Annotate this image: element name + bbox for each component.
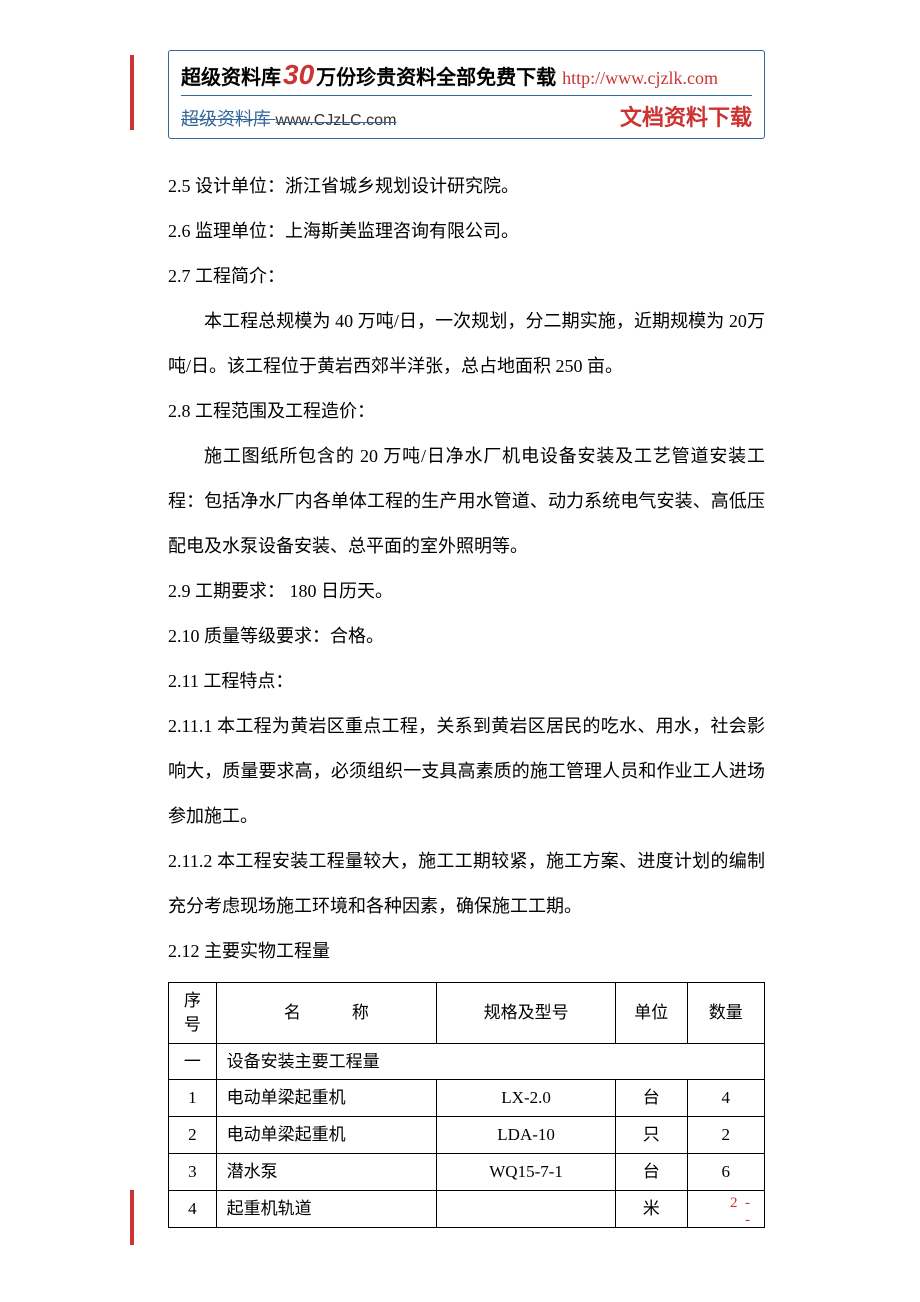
sub-brand: 超级资料库 xyxy=(181,109,271,129)
table-header-row: 序号 名 称 规格及型号 单位 数量 xyxy=(169,983,765,1044)
cell-qty: 6 xyxy=(687,1153,765,1190)
header-link[interactable]: http://www.cjzlk.com xyxy=(562,68,718,89)
sub-url[interactable]: www.CJzLC.com xyxy=(276,112,397,129)
table-section-row: 一 设备安装主要工程量 xyxy=(169,1043,765,1080)
cell-qty xyxy=(687,1190,765,1227)
cell-unit: 只 xyxy=(615,1117,687,1154)
para-2-8-body: 施工图纸所包含的 20 万吨/日净水厂机电设备安装及工艺管道安装工程：包括净水厂… xyxy=(168,434,765,569)
header-line-1: 超级资料库 30 万份珍贵资料全部免费下载 http://www.cjzlk.c… xyxy=(181,59,752,96)
cell-seq: 3 xyxy=(169,1153,217,1190)
cell-name: 潜水泵 xyxy=(216,1153,437,1190)
para-2-11-2: 2.11.2 本工程安装工程量较大，施工工期较紧，施工方案、进度计划的编制充分考… xyxy=(168,839,765,929)
accent-bar-top xyxy=(130,55,134,130)
document-body: 2.5 设计单位：浙江省城乡规划设计研究院。 2.6 监理单位：上海斯美监理咨询… xyxy=(168,164,765,1228)
brand-text: 超级资料库 xyxy=(181,61,281,90)
quantity-table: 序号 名 称 规格及型号 单位 数量 一 设备安装主要工程量 1 电动单梁起重机… xyxy=(168,982,765,1228)
table-row: 2 电动单梁起重机 LDA-10 只 2 xyxy=(169,1117,765,1154)
para-2-9: 2.9 工期要求： 180 日历天。 xyxy=(168,569,765,614)
page-num-value: 2 xyxy=(730,1195,738,1211)
brand-number: 30 xyxy=(283,59,314,91)
table-row: 3 潜水泵 WQ15-7-1 台 6 xyxy=(169,1153,765,1190)
cell-name: 电动单梁起重机 xyxy=(216,1080,437,1117)
cell-spec: LX-2.0 xyxy=(437,1080,616,1117)
cell-seq: 2 xyxy=(169,1117,217,1154)
cell-spec xyxy=(437,1190,616,1227)
cell-seq: 1 xyxy=(169,1080,217,1117)
section-label: 设备安装主要工程量 xyxy=(216,1043,764,1080)
cell-qty: 2 xyxy=(687,1117,765,1154)
para-2-5: 2.5 设计单位：浙江省城乡规划设计研究院。 xyxy=(168,164,765,209)
para-2-11-1: 2.11.1 本工程为黄岩区重点工程，关系到黄岩区居民的吃水、用水，社会影响大，… xyxy=(168,704,765,839)
col-unit: 单位 xyxy=(615,983,687,1044)
para-2-10: 2.10 质量等级要求：合格。 xyxy=(168,614,765,659)
header-line-2: 超级资料库 www.CJzLC.com 文档资料下载 xyxy=(181,96,752,132)
para-2-6: 2.6 监理单位：上海斯美监理咨询有限公司。 xyxy=(168,209,765,254)
accent-bar-bottom xyxy=(130,1190,134,1245)
col-seq: 序号 xyxy=(169,983,217,1044)
header-sub-right: 文档资料下载 xyxy=(620,100,752,132)
para-2-8: 2.8 工程范围及工程造价： xyxy=(168,389,765,434)
para-2-7: 2.7 工程简介： xyxy=(168,254,765,299)
table-row: 4 起重机轨道 米 xyxy=(169,1190,765,1227)
brand-rest: 万份珍贵资料全部免费下载 xyxy=(316,61,556,90)
table-row: 1 电动单梁起重机 LX-2.0 台 4 xyxy=(169,1080,765,1117)
cell-qty: 4 xyxy=(687,1080,765,1117)
cell-unit: 米 xyxy=(615,1190,687,1227)
cell-name: 电动单梁起重机 xyxy=(216,1117,437,1154)
cell-unit: 台 xyxy=(615,1080,687,1117)
header-banner: 超级资料库 30 万份珍贵资料全部免费下载 http://www.cjzlk.c… xyxy=(168,50,765,139)
cell-spec: WQ15-7-1 xyxy=(437,1153,616,1190)
col-spec: 规格及型号 xyxy=(437,983,616,1044)
header-sub-left: 超级资料库 www.CJzLC.com xyxy=(181,105,396,131)
para-2-12: 2.12 主要实物工程量 xyxy=(168,929,765,974)
para-2-7-body: 本工程总规模为 40 万吨/日，一次规划，分二期实施，近期规模为 20万吨/日。… xyxy=(168,299,765,389)
cell-spec: LDA-10 xyxy=(437,1117,616,1154)
col-name: 名 称 xyxy=(216,983,437,1044)
col-qty: 数量 xyxy=(687,983,765,1044)
para-2-11: 2.11 工程特点： xyxy=(168,659,765,704)
cell-seq: 4 xyxy=(169,1190,217,1227)
section-seq: 一 xyxy=(169,1043,217,1080)
cell-unit: 台 xyxy=(615,1153,687,1190)
page-number: 2 - - xyxy=(730,1195,750,1229)
cell-name: 起重机轨道 xyxy=(216,1190,437,1227)
